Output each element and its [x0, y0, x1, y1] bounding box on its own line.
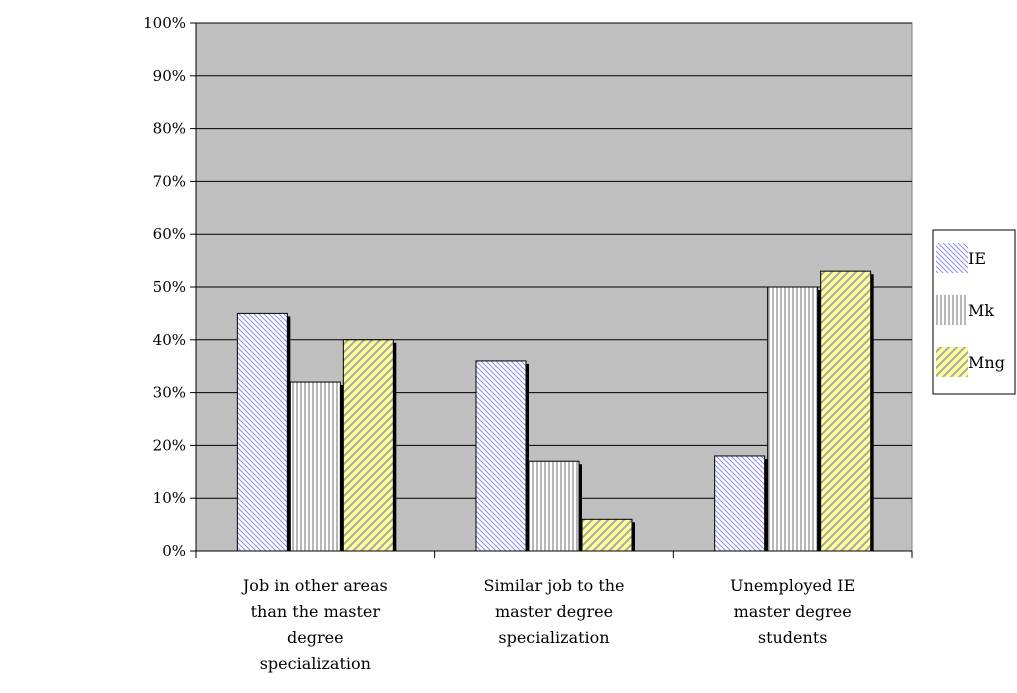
- bar-mk-0: [289, 381, 341, 552]
- bar-mk-2: [767, 286, 819, 552]
- bar-mng-2: [820, 270, 872, 552]
- x-category-label: Unemployed IE master degree students: [730, 576, 855, 647]
- legend-swatch-mng: [936, 347, 968, 377]
- bar-mng-1: [581, 518, 633, 552]
- y-tick-label: 90%: [153, 67, 186, 85]
- legend-label-mng: Mng: [968, 353, 1005, 372]
- x-category-label: Job in other areas than the master degree s…: [241, 576, 388, 673]
- bar-ie-0: [236, 312, 288, 552]
- legend-label-mk: Mk: [968, 301, 994, 320]
- y-tick-label: 10%: [153, 489, 186, 507]
- bar-mk-1: [528, 460, 580, 552]
- y-tick-label: 0%: [162, 542, 186, 560]
- y-tick-label: 100%: [143, 14, 186, 32]
- y-tick-label: 50%: [153, 278, 186, 296]
- bar-ie-1: [475, 360, 527, 552]
- y-tick-label: 40%: [153, 331, 186, 349]
- legend-swatch-ie: [936, 243, 968, 273]
- y-tick-label: 30%: [153, 384, 186, 402]
- legend-swatch-mk: [936, 295, 968, 325]
- y-tick-label: 20%: [153, 436, 186, 454]
- legend-label-ie: IE: [968, 249, 986, 268]
- y-tick-label: 60%: [153, 225, 186, 243]
- bar-mng-0: [342, 339, 394, 552]
- y-tick-label: 80%: [153, 120, 186, 138]
- bar-ie-2: [714, 455, 766, 552]
- x-category-label: Similar job to the master degree specializ…: [483, 576, 624, 647]
- y-tick-label: 70%: [153, 172, 186, 190]
